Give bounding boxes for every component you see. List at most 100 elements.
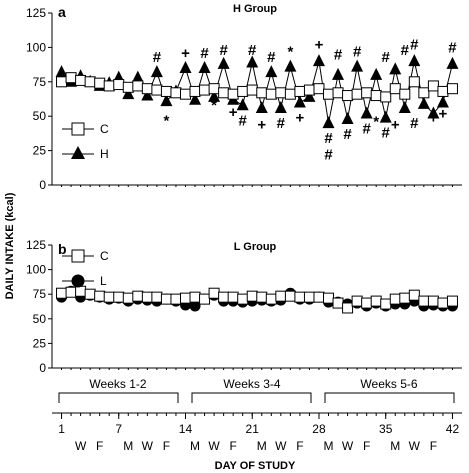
point-C	[160, 85, 172, 97]
x-axis-label: DAY OF STUDY	[215, 460, 296, 472]
point-C	[94, 290, 106, 302]
weeks-1-2-bracket	[58, 392, 179, 403]
y-tick-label: 25	[33, 336, 47, 350]
significance-marker: *	[211, 97, 217, 114]
point-C	[284, 88, 296, 100]
point-H	[322, 116, 335, 129]
weekday-label: M	[257, 439, 267, 453]
weekday-label: M	[324, 439, 334, 453]
point-C	[370, 295, 382, 307]
weekday-label: F	[163, 439, 170, 453]
point-C	[275, 87, 287, 99]
weeks-5-6-bracket	[324, 392, 455, 403]
point-C	[303, 291, 315, 303]
weekday-label: W	[208, 439, 220, 453]
y-tick-label: 125	[26, 6, 46, 20]
panel-b-title: L Group	[234, 241, 277, 253]
point-C	[103, 291, 115, 303]
point-C	[389, 83, 401, 95]
point-H	[55, 65, 68, 78]
panel-b-letter: b	[58, 241, 67, 257]
point-C	[113, 79, 125, 91]
point-C	[370, 90, 382, 102]
weekday-label: F	[296, 439, 303, 453]
weekday-label: W	[275, 439, 287, 453]
point-C	[446, 295, 458, 307]
point-C	[342, 302, 354, 314]
point-H	[208, 89, 221, 102]
y-tick-label: 50	[33, 312, 47, 326]
point-C	[84, 288, 96, 300]
point-C	[361, 87, 373, 99]
point-C	[332, 87, 344, 99]
weekday-label: F	[96, 439, 103, 453]
legend-marker	[71, 122, 85, 136]
point-H	[303, 89, 316, 102]
legend-marker	[71, 146, 85, 159]
point-C	[170, 87, 182, 99]
point-C	[122, 81, 134, 93]
point-H	[436, 95, 449, 108]
point-C	[332, 297, 344, 309]
point-C	[408, 76, 420, 88]
point-C	[65, 72, 77, 84]
day-tick-label: 28	[312, 422, 326, 436]
weekday-label: F	[229, 439, 236, 453]
y-tick-label: 75	[33, 287, 47, 301]
significance-marker: #	[448, 39, 457, 56]
point-C	[265, 293, 277, 305]
point-C	[227, 88, 239, 100]
y-tick-label: 100	[26, 40, 46, 54]
point-H	[131, 70, 144, 83]
point-C	[189, 85, 201, 97]
point-H	[370, 67, 383, 80]
significance-marker: #	[277, 115, 286, 132]
point-C	[227, 291, 239, 303]
panel-b-plot: 0 25 50 75 100 125 CL	[26, 238, 462, 375]
point-H	[179, 61, 192, 74]
point-H	[122, 87, 135, 100]
point-C	[389, 293, 401, 305]
point-C	[208, 287, 220, 299]
y-tick-label: 25	[33, 144, 47, 158]
point-C	[294, 291, 306, 303]
significance-marker: #	[334, 46, 343, 63]
point-C	[427, 80, 439, 92]
point-C	[237, 293, 249, 305]
legend-label: C	[100, 249, 109, 263]
point-C	[246, 290, 258, 302]
significance-marker: *	[373, 114, 379, 131]
weekday-label: F	[430, 439, 437, 453]
significance-marker: #	[248, 42, 257, 59]
point-C	[323, 88, 335, 100]
point-H	[351, 59, 364, 72]
point-C	[380, 91, 392, 103]
significance-marker: #	[382, 49, 391, 66]
point-H	[274, 100, 287, 113]
point-C	[132, 290, 144, 302]
point-H	[217, 56, 230, 69]
day-tick-label: 21	[246, 422, 260, 436]
point-C	[141, 291, 153, 303]
weekday-label: M	[390, 439, 400, 453]
y-tick-label: 50	[33, 109, 47, 123]
x-axis: 1 7 14 21 28 35 42W F M W F M W F M W F M W F M W F	[52, 412, 462, 453]
significance-marker: #	[153, 49, 162, 66]
point-C	[103, 80, 115, 92]
significance-marker: #	[343, 126, 352, 143]
point-C	[237, 85, 249, 97]
point-C	[303, 84, 315, 96]
point-H	[398, 100, 411, 113]
point-C	[218, 87, 230, 99]
y-tick-label: 0	[39, 361, 46, 375]
point-C	[122, 292, 134, 304]
point-H	[341, 111, 354, 124]
weeks-1-2-label: Weeks 1-2	[89, 377, 146, 391]
point-H	[284, 59, 297, 72]
point-C	[179, 292, 191, 304]
point-C	[256, 291, 268, 303]
point-C	[418, 295, 430, 307]
point-H	[360, 106, 373, 119]
significance-marker: #	[362, 121, 371, 138]
